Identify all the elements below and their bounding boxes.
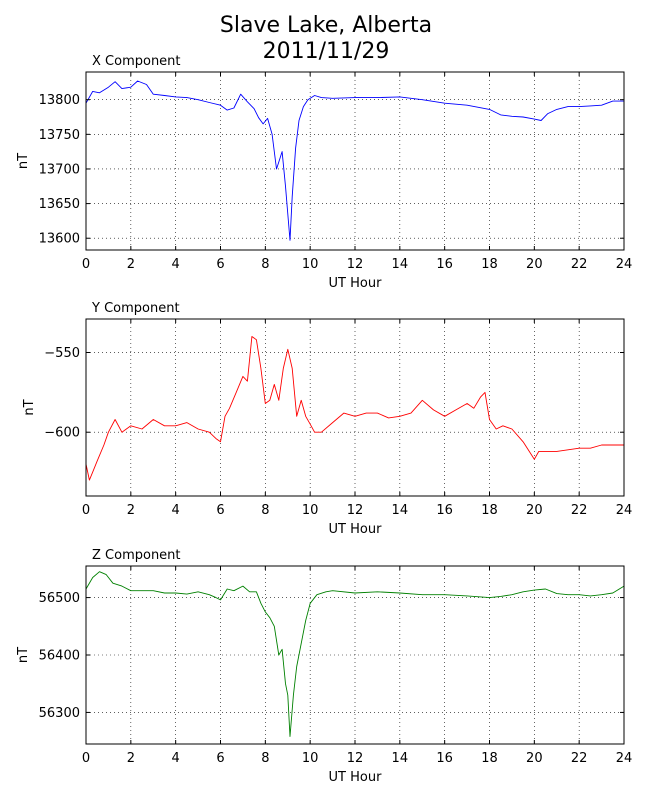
y-series-line (85, 336, 624, 481)
figure-title-date: 2011/11/29 (262, 39, 390, 64)
y-x-tick-label: 8 (261, 503, 269, 518)
x-x-tick-label: 8 (261, 257, 269, 272)
y-x-tick-label: 24 (616, 503, 633, 518)
y-x-tick-label: 14 (392, 503, 409, 518)
figure-title-location: Slave Lake, Alberta (219, 13, 433, 38)
z-series-line (85, 571, 625, 737)
y-panel-title: Y Component (91, 301, 180, 316)
x-x-axis-label: UT Hour (329, 276, 383, 291)
y-x-tick-label: 22 (571, 503, 588, 518)
y-x-tick-label: 16 (436, 503, 453, 518)
y-y-axis-label: nT (22, 399, 37, 415)
x-x-tick-label: 20 (526, 257, 543, 272)
z-x-tick-label: 12 (347, 751, 364, 766)
x-series-line (85, 80, 624, 241)
z-x-tick-label: 6 (216, 751, 224, 766)
x-x-tick-label: 12 (347, 257, 364, 272)
z-x-tick-label: 8 (261, 751, 269, 766)
y-x-tick-label: 18 (481, 503, 498, 518)
y-y-tick-label: −550 (44, 346, 80, 361)
y-x-tick-label: 10 (302, 503, 319, 518)
z-y-tick-label: 56400 (39, 649, 80, 664)
x-y-axis-label: nT (16, 153, 31, 169)
x-y-tick-label: 13650 (39, 197, 80, 212)
x-y-tick-label: 13750 (39, 128, 80, 143)
z-x-axis-label: UT Hour (329, 770, 383, 785)
y-x-axis-label: UT Hour (329, 522, 383, 537)
x-component-panel: 0 2 4 6 8 10 12 14 16 18 20 22 241360013650137001375… (16, 54, 632, 291)
x-y-tick-label: 13700 (39, 162, 80, 177)
y-y-tick-label: −600 (44, 426, 80, 441)
x-x-tick-label: 2 (127, 257, 135, 272)
z-x-tick-label: 10 (302, 751, 319, 766)
x-x-tick-label: 22 (571, 257, 588, 272)
x-x-tick-label: 10 (302, 257, 319, 272)
z-x-tick-label: 0 (82, 751, 90, 766)
x-x-tick-label: 4 (172, 257, 180, 272)
z-y-tick-label: 56300 (39, 706, 80, 721)
x-x-tick-label: 24 (616, 257, 633, 272)
x-x-tick-label: 14 (392, 257, 409, 272)
x-x-tick-label: 6 (216, 257, 224, 272)
z-x-tick-label: 20 (526, 751, 543, 766)
y-x-tick-label: 12 (347, 503, 364, 518)
z-x-tick-label: 4 (172, 751, 180, 766)
x-x-tick-label: 0 (82, 257, 90, 272)
x-panel-title: X Component (92, 54, 181, 69)
z-panel-title: Z Component (92, 548, 181, 563)
y-x-tick-label: 2 (127, 503, 135, 518)
z-x-tick-label: 2 (127, 751, 135, 766)
z-x-tick-label: 14 (392, 751, 409, 766)
x-x-tick-label: 18 (481, 257, 498, 272)
z-y-tick-label: 56500 (39, 591, 80, 606)
y-x-tick-label: 4 (172, 503, 180, 518)
z-x-tick-label: 18 (481, 751, 498, 766)
x-y-tick-label: 13800 (39, 93, 80, 108)
z-x-tick-label: 16 (436, 751, 453, 766)
z-x-tick-label: 22 (571, 751, 588, 766)
y-x-tick-label: 20 (526, 503, 543, 518)
z-y-axis-label: nT (16, 647, 31, 663)
x-x-tick-label: 16 (436, 257, 453, 272)
z-x-tick-label: 24 (616, 751, 633, 766)
y-x-tick-label: 6 (216, 503, 224, 518)
x-y-tick-label: 13600 (39, 232, 80, 247)
y-x-tick-label: 0 (82, 503, 90, 518)
